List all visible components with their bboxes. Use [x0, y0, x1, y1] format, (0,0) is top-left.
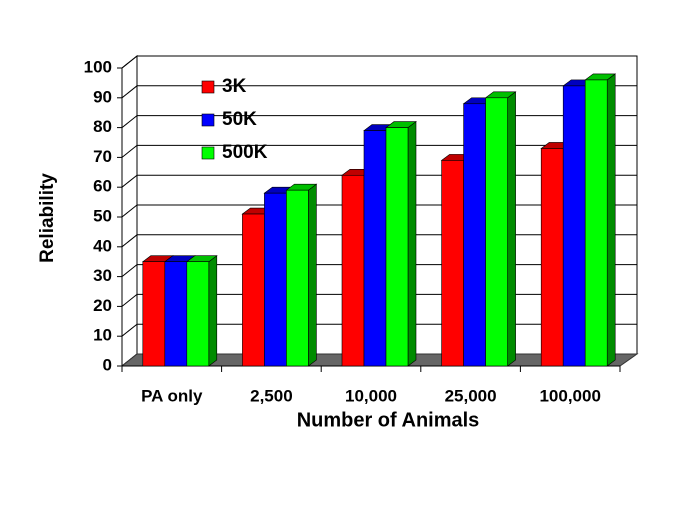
- bar: [363, 130, 387, 367]
- bar: [264, 192, 287, 367]
- x-tick-label: 10,000: [345, 386, 397, 405]
- bar-side: [606, 73, 616, 367]
- bar: [286, 189, 309, 367]
- y-tick-label: 60: [93, 177, 112, 196]
- y-tick-label: 90: [93, 87, 112, 106]
- bar-side: [308, 183, 317, 367]
- bar: [441, 160, 464, 367]
- y-tick-label: 30: [93, 266, 112, 285]
- bar: [385, 127, 409, 367]
- x-tick-label: PA only: [141, 386, 203, 405]
- bar-side: [507, 91, 516, 367]
- bar: [186, 261, 210, 367]
- legend-swatch: [201, 146, 215, 160]
- y-tick-label: 20: [93, 296, 112, 315]
- y-tick-label: 70: [93, 147, 112, 166]
- bar-side: [208, 255, 218, 367]
- bar: [584, 79, 608, 367]
- bar: [242, 213, 265, 367]
- y-tick-label: 10: [93, 326, 112, 345]
- y-tick-label: 100: [84, 57, 112, 76]
- bar: [540, 148, 564, 367]
- legend-label: 3K: [222, 76, 247, 97]
- x-tick-label: 100,000: [539, 386, 600, 405]
- grid-line: [121, 85, 637, 99]
- bar: [164, 261, 188, 367]
- bar: [341, 174, 365, 367]
- legend-swatch: [201, 80, 215, 94]
- grid-line: [121, 55, 637, 69]
- y-tick-label: 50: [93, 206, 112, 225]
- legend-label: 500K: [222, 142, 268, 163]
- legend-swatch: [201, 113, 215, 127]
- y-tick-label: 80: [93, 117, 112, 136]
- y-tick-label: 0: [103, 355, 112, 374]
- y-tick-label: 40: [93, 236, 112, 255]
- bar: [142, 261, 166, 367]
- x-tick-label: 2,500: [250, 386, 293, 405]
- legend-label: 50K: [222, 109, 257, 130]
- y-axis-label: Reliability: [37, 173, 58, 263]
- bar: [562, 85, 586, 367]
- bar: [463, 103, 486, 367]
- bar: [485, 97, 508, 367]
- x-axis-label: Number of Animals: [297, 409, 480, 431]
- bar-side: [407, 120, 417, 367]
- x-tick-label: 25,000: [445, 386, 497, 405]
